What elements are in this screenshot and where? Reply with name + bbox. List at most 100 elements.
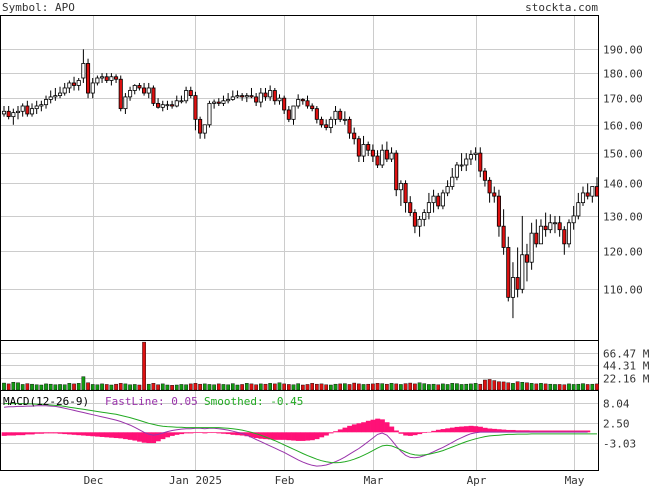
volume-bar	[216, 383, 221, 391]
price-tick-label: 130.00	[603, 211, 643, 224]
candle-body	[15, 110, 21, 114]
candle-body	[566, 222, 572, 245]
candle-body	[590, 186, 595, 197]
volume-bar	[34, 384, 39, 391]
candle-body	[324, 124, 329, 128]
candle-body	[202, 124, 207, 134]
macd-histogram-bar	[85, 432, 91, 436]
volume-bar	[562, 384, 567, 391]
macd-histogram-bar	[127, 432, 133, 440]
site-label: stockta.com	[525, 1, 598, 14]
candle-body	[39, 104, 44, 107]
macd-histogram-bar	[20, 432, 26, 436]
macd-label: MACD(12-26-9)	[3, 395, 89, 408]
volume-bar	[343, 383, 347, 391]
candle-body	[132, 85, 137, 91]
candle-body	[436, 195, 441, 207]
macd-histogram-bar	[34, 432, 40, 434]
candle-body	[43, 99, 49, 106]
macd-histogram-bar	[533, 430, 539, 433]
macd-histogram-bar	[538, 430, 544, 433]
macd-histogram-bar	[482, 427, 488, 433]
candle-body	[6, 110, 11, 118]
volume-bar	[184, 384, 188, 391]
macd-histogram	[1, 418, 591, 444]
macd-histogram-bar	[244, 432, 250, 437]
candle-body	[146, 87, 151, 94]
month-label: Dec	[84, 474, 104, 486]
volume-bar	[539, 383, 543, 391]
volume-bar	[39, 384, 44, 391]
candle-body	[277, 97, 282, 102]
price-tick-label: 110.00	[603, 284, 643, 297]
volume-bar	[272, 383, 277, 391]
volume-bar	[483, 379, 487, 391]
volume-bar	[324, 384, 329, 391]
volume-bar	[193, 383, 198, 391]
candle-body	[524, 254, 529, 263]
volume-bar	[72, 383, 76, 391]
candle-body	[314, 108, 319, 120]
volume-bar	[427, 384, 431, 391]
volume-bar	[361, 384, 366, 391]
volume-bar	[347, 384, 352, 391]
volume-bar	[543, 383, 548, 391]
volume-bar	[581, 383, 585, 391]
candle-body	[361, 144, 366, 157]
volume-bar	[417, 382, 422, 391]
macd-histogram-bar	[95, 432, 101, 437]
macd-histogram-bar	[398, 432, 404, 434]
candle-body	[249, 95, 254, 98]
candle-body	[319, 118, 324, 126]
volume-bar	[160, 383, 165, 391]
macd-histogram-bar	[29, 432, 35, 435]
macd-histogram-bar	[440, 429, 446, 433]
macd-histogram-bar	[510, 429, 516, 433]
volume-bar	[291, 384, 296, 391]
volume-bar	[81, 376, 86, 391]
candle-body	[310, 105, 315, 110]
macd-histogram-bar	[309, 432, 315, 441]
macd-histogram-bar	[155, 432, 161, 442]
macd-histogram-bar	[295, 432, 301, 441]
candle-body	[258, 92, 263, 103]
macd-histogram-bar	[356, 423, 362, 433]
macd-tick-label: -3.03	[603, 438, 636, 451]
candle-body	[338, 110, 343, 120]
candle-body	[235, 95, 240, 98]
volume-bar	[464, 383, 469, 391]
price-tick-label: 180.00	[603, 68, 643, 81]
volume-bar	[329, 384, 333, 391]
candle-body	[394, 152, 399, 191]
volume-bar	[165, 384, 170, 391]
candle-body	[198, 118, 203, 134]
candle-body	[580, 192, 586, 204]
volume-bar	[230, 383, 235, 391]
candle-body	[482, 170, 487, 181]
candle-body	[62, 87, 67, 94]
candle-body	[431, 195, 436, 204]
macd-histogram-bar	[571, 430, 577, 433]
volume-bar	[455, 383, 459, 391]
candles	[1, 49, 600, 319]
candle-body	[221, 100, 226, 104]
macd-tick-label: 8.04	[603, 398, 630, 411]
volume-bar	[76, 383, 81, 391]
volume-bar	[6, 383, 11, 391]
month-label: Apr	[467, 474, 487, 486]
volume-bar	[128, 384, 132, 391]
candle-body	[333, 110, 338, 120]
candle-body	[48, 96, 53, 100]
volume-bar	[58, 384, 62, 391]
macd-histogram-bar	[193, 432, 199, 434]
candle-body	[515, 277, 520, 290]
candle-body	[422, 212, 427, 220]
macd-histogram-bar	[361, 422, 367, 433]
volume-bar	[408, 382, 413, 391]
macd-histogram-bar	[291, 432, 297, 441]
volume-bar	[254, 384, 258, 391]
candle-body	[594, 186, 600, 197]
macd-histogram-bar	[552, 430, 558, 433]
volume-bar	[90, 384, 95, 391]
